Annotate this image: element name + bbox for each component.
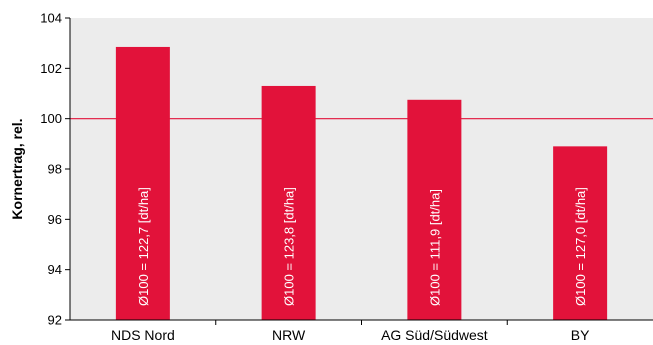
y-tick-label-0: 92: [48, 313, 62, 328]
bar-1: [261, 85, 316, 320]
x-category-label-3: BY: [571, 327, 590, 343]
bars-group: Ø100 = 122,7 [dt/ha] Ø100 = 123,8 [dt/ha]…: [115, 46, 608, 321]
y-tick-label-3: 98: [48, 162, 62, 177]
y-axis-label: Kornertrag, rel.: [9, 118, 25, 219]
x-category-label-2: AG Süd/Südwest: [381, 327, 488, 343]
bar-label-3: Ø100 = 127,0 [dt/ha]: [573, 187, 588, 306]
bar-0: [115, 46, 170, 321]
x-category-label-0: NDS Nord: [111, 327, 175, 343]
bar-label-0: Ø100 = 122,7 [dt/ha]: [136, 187, 151, 306]
y-tick-label-5: 102: [40, 61, 62, 76]
y-tick-label-1: 94: [48, 262, 62, 277]
y-tick-label-4: 100: [40, 111, 62, 126]
bar-3: [553, 146, 608, 320]
bar-label-1: Ø100 = 123,8 [dt/ha]: [282, 187, 297, 306]
x-labels-group: NDS Nord NRW AG Süd/Südwest BY: [111, 327, 590, 343]
y-tick-label-2: 96: [48, 212, 62, 227]
y-ticks-group: 92 94 96 98 100 102 104: [40, 11, 70, 328]
x-category-label-1: NRW: [272, 327, 306, 343]
bar-2: [407, 99, 462, 321]
bar-label-2: Ø100 = 111,9 [dt/ha]: [427, 189, 442, 306]
y-tick-label-6: 104: [40, 11, 62, 26]
